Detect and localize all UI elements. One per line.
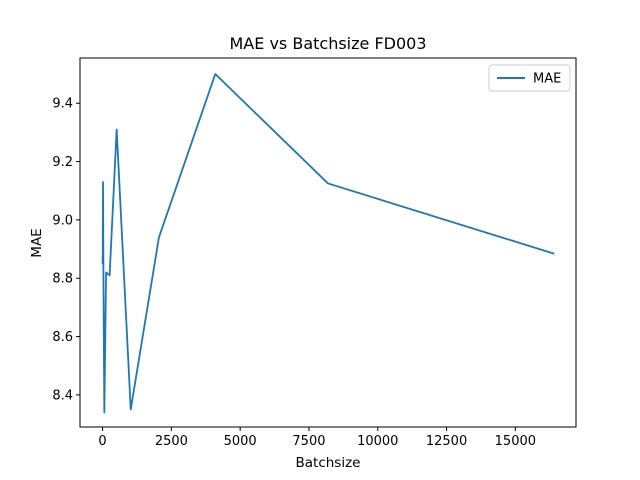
plot-area [80,58,576,427]
axes-frame [79,57,577,428]
series-line-mae [101,73,555,414]
x-tick-label: 5000 [224,434,257,449]
legend-label-mae: MAE [533,72,561,87]
y-tick-label: 8.4 [52,388,73,403]
x-tick-label: 2500 [155,434,188,449]
y-axis-label: MAE [29,228,45,257]
y-tick-label: 9.2 [52,155,73,170]
x-tick-label: 15000 [495,434,536,449]
series-layer [101,73,555,414]
axes-background [80,58,576,427]
y-tick-label: 9.4 [52,97,73,112]
x-tick-label: 0 [98,434,106,449]
legend: MAE [488,64,571,92]
legend-box [488,64,571,92]
x-tick-label: 12500 [426,434,467,449]
x-axis-ticks: 0 2500 5000 7500 10000 12500 15000 [98,427,536,449]
y-tick-label: 9.0 [52,213,73,228]
chart-title: MAE vs Batchsize FD003 [230,34,427,53]
y-tick-label: 8.8 [52,272,73,287]
x-tick-label: 10000 [357,434,398,449]
x-tick-label: 7500 [292,434,325,449]
y-tick-label: 8.6 [52,330,73,345]
y-axis-ticks: 8.4 8.6 8.8 9.0 9.2 9.4 [52,97,80,403]
x-axis-label: Batchsize [296,455,361,471]
